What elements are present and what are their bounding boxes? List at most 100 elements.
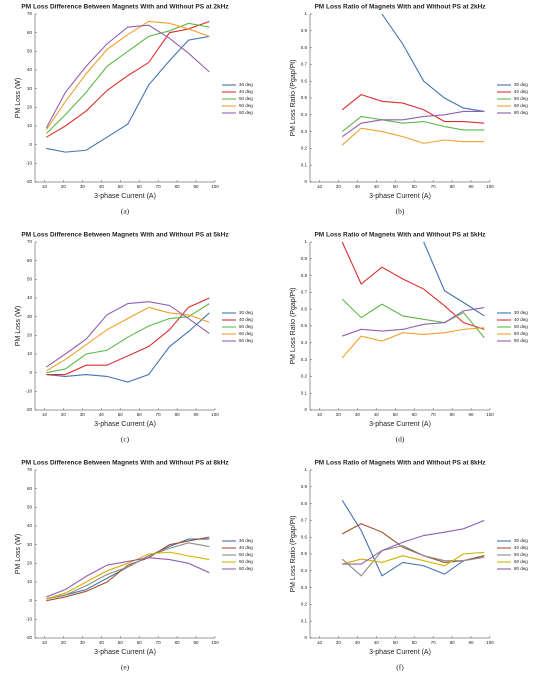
series-line xyxy=(46,536,210,602)
y-tick-label: 60 xyxy=(27,30,33,35)
x-tick-label: 100 xyxy=(211,412,219,417)
y-tick-label: 1 xyxy=(304,467,307,472)
y-tick-label: 0.3 xyxy=(301,357,308,362)
legend-label: 50 deg xyxy=(239,96,253,101)
y-tick-label: 20 xyxy=(27,105,33,110)
x-tick-label: 10 xyxy=(317,640,323,645)
legend-label: 50 deg xyxy=(514,552,528,557)
y-axis-label: PM Loss (W) xyxy=(15,306,22,346)
series-line xyxy=(341,545,485,577)
legend-label: 80 deg xyxy=(514,338,528,343)
chart-title: PM Loss Difference Between Magnets With … xyxy=(21,4,229,11)
y-axis-label: PM Loss (W) xyxy=(15,78,22,118)
series-line xyxy=(341,298,485,339)
y-tick-label: 0 xyxy=(29,370,32,375)
x-tick-label: 100 xyxy=(486,184,494,189)
y-tick-label: 0.1 xyxy=(301,390,308,395)
x-tick-label: 30 xyxy=(355,640,361,645)
series-line xyxy=(45,24,210,129)
series-line xyxy=(341,241,485,330)
x-tick-label: 90 xyxy=(194,640,200,645)
y-tick-label: 0 xyxy=(29,142,32,147)
caption: (d) xyxy=(396,435,405,444)
y-tick-label: 0.9 xyxy=(301,28,308,33)
x-tick-label: 80 xyxy=(175,412,181,417)
y-tick-label: 0.7 xyxy=(301,62,308,67)
y-tick-label: 0.7 xyxy=(301,290,308,295)
legend-label: 60 deg xyxy=(514,559,528,564)
x-tick-label: 100 xyxy=(211,640,219,645)
y-tick-label: 10 xyxy=(27,123,33,128)
x-axis-label: 3-phase Current (A) xyxy=(94,421,156,428)
legend-label: 30 deg xyxy=(514,310,528,315)
y-tick-label: 0.4 xyxy=(301,112,308,117)
x-tick-label: 50 xyxy=(118,412,124,417)
x-tick-label: 80 xyxy=(175,640,181,645)
series-line xyxy=(341,115,485,133)
y-tick-label: -20 xyxy=(25,635,32,640)
x-tick-label: 60 xyxy=(137,184,143,189)
x-tick-label: 60 xyxy=(137,412,143,417)
legend-label: 80 deg xyxy=(239,110,253,115)
y-tick-label: 30 xyxy=(27,314,33,319)
y-tick-label: 0.6 xyxy=(301,306,308,311)
series-line xyxy=(341,94,485,124)
chart-title: PM Loss Ratio of Magnets With and Withou… xyxy=(314,460,486,467)
series-line xyxy=(381,13,485,112)
x-tick-label: 30 xyxy=(355,184,361,189)
legend-label: 30 deg xyxy=(239,538,253,543)
x-tick-label: 10 xyxy=(42,412,48,417)
legend-label: 40 deg xyxy=(514,89,528,94)
x-axis-label: 3-phase Current (A) xyxy=(369,421,431,428)
y-tick-label: 40 xyxy=(27,523,33,528)
x-tick-label: 100 xyxy=(486,640,494,645)
series-line xyxy=(341,499,485,577)
series-line xyxy=(423,241,485,317)
x-tick-label: 90 xyxy=(469,640,475,645)
x-tick-label: 60 xyxy=(137,640,143,645)
x-tick-label: 30 xyxy=(80,184,86,189)
x-tick-label: 70 xyxy=(431,640,437,645)
y-tick-label: 0.8 xyxy=(301,501,308,506)
y-tick-label: 0.6 xyxy=(301,78,308,83)
y-tick-label: 0.2 xyxy=(301,602,308,607)
x-tick-label: 50 xyxy=(393,412,399,417)
series-line xyxy=(341,110,485,138)
series-line xyxy=(45,22,210,134)
y-tick-label: 0.3 xyxy=(301,129,308,134)
y-tick-label: 0 xyxy=(304,179,307,184)
x-tick-label: 20 xyxy=(61,640,67,645)
x-axis-label: 3-phase Current (A) xyxy=(369,193,431,200)
legend-label: 50 deg xyxy=(514,96,528,101)
x-tick-label: 70 xyxy=(431,412,437,417)
x-tick-label: 70 xyxy=(156,412,162,417)
y-axis-label: PM Loss (W) xyxy=(15,534,22,574)
x-tick-label: 30 xyxy=(80,640,86,645)
x-tick-label: 90 xyxy=(469,184,475,189)
series-line xyxy=(46,301,210,368)
y-tick-label: 0 xyxy=(304,635,307,640)
y-tick-label: 0.5 xyxy=(301,551,308,556)
x-tick-label: 50 xyxy=(118,184,124,189)
legend-label: 50 deg xyxy=(239,324,253,329)
x-tick-label: 20 xyxy=(336,184,342,189)
y-tick-label: 20 xyxy=(27,333,33,338)
series-line xyxy=(341,327,485,359)
x-tick-label: 90 xyxy=(469,412,475,417)
chart-title: PM Loss Ratio of Magnets With and Withou… xyxy=(314,232,486,239)
y-tick-label: 0.5 xyxy=(301,95,308,100)
series-line xyxy=(46,312,210,383)
y-tick-label: 0.2 xyxy=(301,374,308,379)
x-tick-label: 50 xyxy=(118,640,124,645)
y-tick-label: 40 xyxy=(27,67,33,72)
x-tick-label: 50 xyxy=(393,640,399,645)
x-tick-label: 100 xyxy=(486,412,494,417)
y-tick-label: 1 xyxy=(304,239,307,244)
legend-label: 80 deg xyxy=(514,566,528,571)
x-axis-label: 3-phase Current (A) xyxy=(94,193,156,200)
y-tick-label: 0.9 xyxy=(301,484,308,489)
y-axis-label: PM Loss Ratio (Pgap/Pt) xyxy=(290,515,297,592)
x-tick-label: 40 xyxy=(99,412,105,417)
legend-label: 60 deg xyxy=(239,331,253,336)
